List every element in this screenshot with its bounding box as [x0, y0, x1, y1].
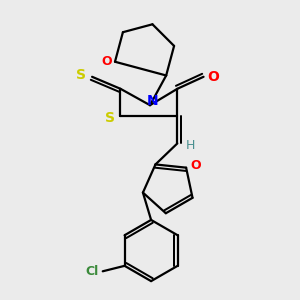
Text: N: N [146, 94, 158, 108]
Text: O: O [101, 55, 112, 68]
Text: O: O [207, 70, 219, 84]
Text: S: S [76, 68, 86, 82]
Text: S: S [105, 111, 115, 125]
Text: O: O [190, 159, 201, 172]
Text: H: H [186, 139, 195, 152]
Text: Cl: Cl [85, 265, 98, 278]
